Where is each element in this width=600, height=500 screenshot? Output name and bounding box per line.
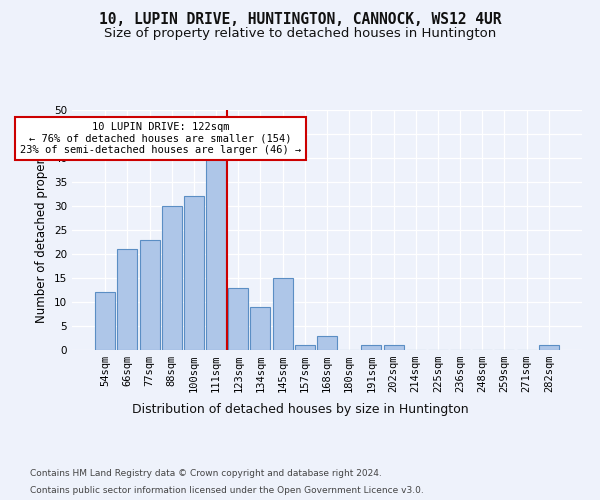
Bar (95, 292, 115, 350)
Bar (118, 249, 137, 350)
Text: 10 LUPIN DRIVE: 122sqm
← 76% of detached houses are smaller (154)
23% of semi-de: 10 LUPIN DRIVE: 122sqm ← 76% of detached… (20, 122, 301, 155)
Text: Distribution of detached houses by size in Huntington: Distribution of detached houses by size … (131, 402, 469, 415)
Bar (250, 307, 271, 350)
Bar (140, 240, 160, 350)
Text: Size of property relative to detached houses in Huntington: Size of property relative to detached ho… (104, 28, 496, 40)
Bar (295, 345, 315, 350)
Text: Contains HM Land Registry data © Crown copyright and database right 2024.: Contains HM Land Registry data © Crown c… (30, 468, 382, 477)
Bar (317, 336, 337, 350)
Bar (228, 288, 248, 350)
Bar (184, 196, 204, 350)
Bar (272, 278, 293, 350)
Bar (162, 206, 182, 350)
Bar (539, 345, 559, 350)
Bar (383, 345, 404, 350)
Text: 10, LUPIN DRIVE, HUNTINGTON, CANNOCK, WS12 4UR: 10, LUPIN DRIVE, HUNTINGTON, CANNOCK, WS… (99, 12, 501, 28)
Bar (361, 345, 382, 350)
Text: Contains public sector information licensed under the Open Government Licence v3: Contains public sector information licen… (30, 486, 424, 495)
Y-axis label: Number of detached properties: Number of detached properties (35, 137, 49, 323)
Bar (206, 153, 226, 350)
